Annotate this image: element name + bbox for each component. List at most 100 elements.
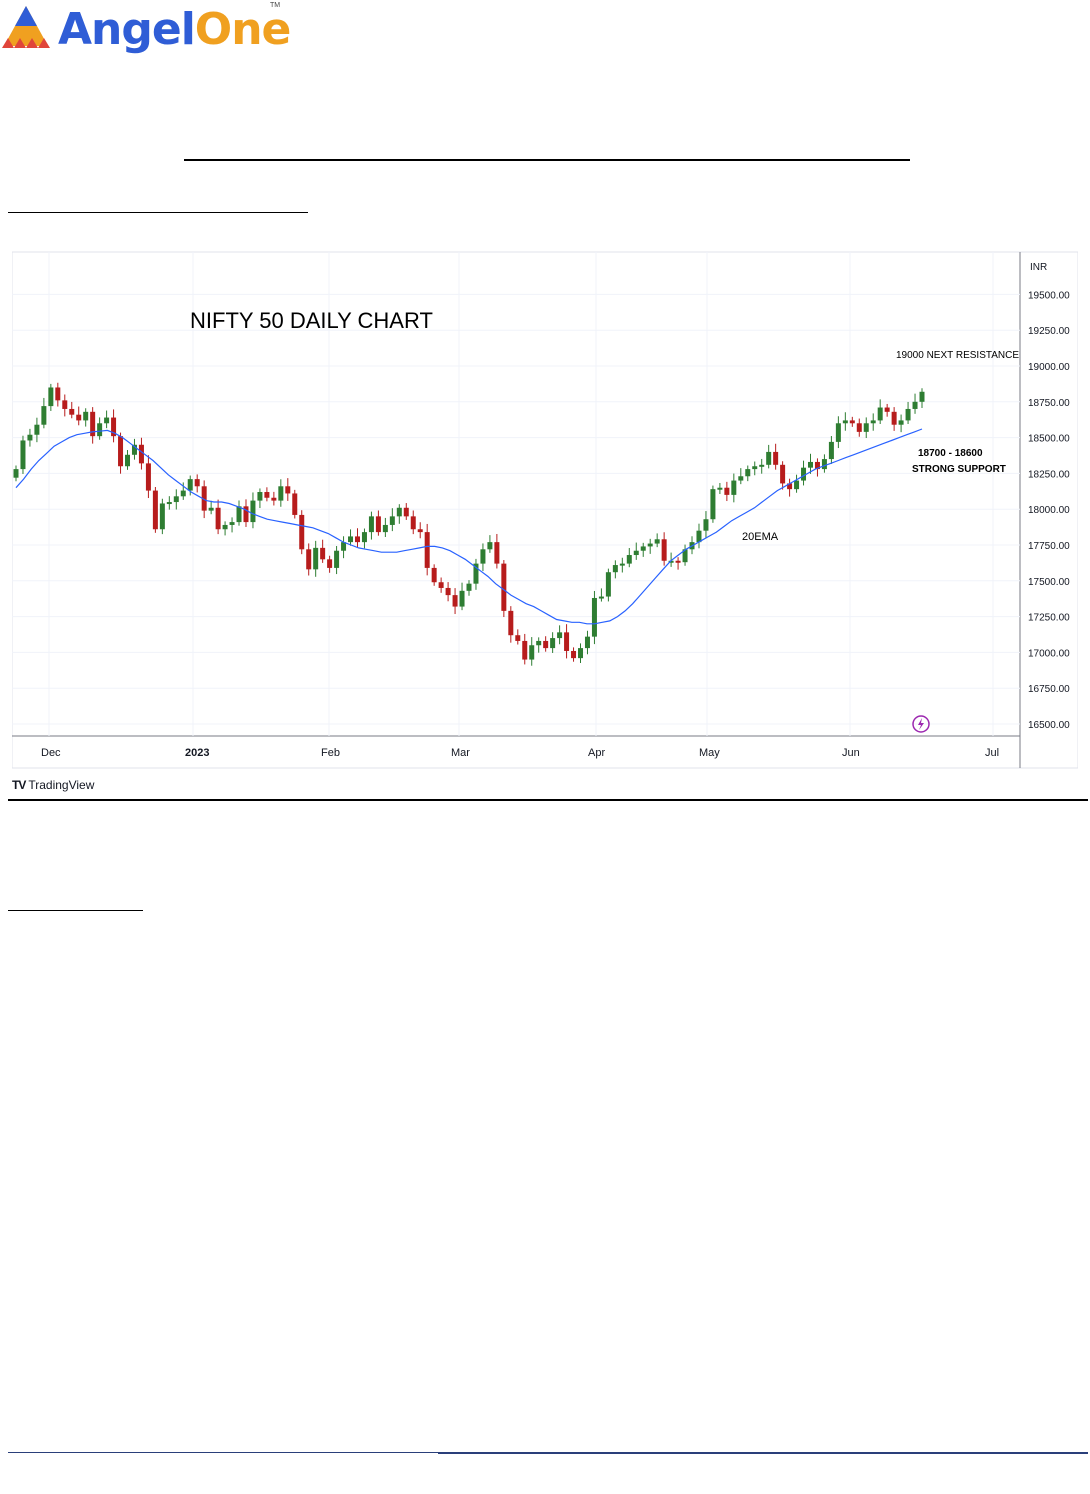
candle-body	[814, 461, 820, 470]
candle-body	[125, 454, 131, 467]
candle-body	[710, 489, 716, 520]
candle-body	[919, 391, 925, 402]
candle-body	[647, 543, 653, 547]
candle-body	[459, 590, 465, 607]
candle-body	[445, 587, 451, 596]
y-tick-label: 17000.00	[1028, 648, 1070, 659]
candle-body	[41, 406, 47, 425]
candle-body	[591, 597, 597, 637]
support-annotation-line1: 18700 - 18600	[918, 448, 983, 459]
candle-body	[348, 536, 354, 543]
candle-body	[842, 420, 848, 424]
candle-body	[264, 492, 270, 498]
candle-body	[250, 500, 256, 523]
candle-body	[598, 596, 604, 599]
candle-body	[431, 567, 437, 583]
candle-body	[522, 640, 528, 660]
ema-annotation: 20EMA	[742, 531, 779, 543]
candle-body	[508, 610, 514, 636]
candle-body	[675, 560, 681, 563]
y-tick-label: 18500.00	[1028, 434, 1070, 445]
candle-body	[83, 411, 89, 421]
candle-body	[201, 486, 207, 511]
y-tick-label: 18750.00	[1028, 398, 1070, 409]
subsection-underline	[8, 910, 143, 911]
candle-body	[334, 550, 340, 568]
candle-body	[396, 507, 402, 517]
candle-body	[313, 547, 319, 570]
candle-body	[821, 459, 827, 470]
angel-one-logo-icon	[2, 6, 50, 48]
candle-body	[584, 636, 590, 649]
candle-body	[801, 467, 807, 481]
candle-body	[654, 539, 660, 544]
chart-bottom-rule	[8, 799, 1088, 801]
candle-body	[111, 417, 117, 437]
x-tick-label: Jun	[842, 747, 860, 759]
candle-body	[661, 539, 667, 561]
candle-body	[62, 400, 68, 409]
candle-body	[173, 496, 179, 503]
candle-body	[529, 645, 535, 660]
candle-body	[292, 493, 298, 515]
angel-one-logo: AngelOne TM	[0, 0, 291, 62]
candle-body	[682, 549, 688, 563]
candle-body	[327, 559, 333, 568]
y-tick-label: 18000.00	[1028, 505, 1070, 516]
candle-body	[905, 408, 911, 421]
candle-body	[20, 440, 26, 470]
y-tick-label: 17250.00	[1028, 613, 1070, 624]
candle-body	[557, 632, 563, 639]
candle-body	[452, 595, 458, 607]
candle-body	[180, 490, 186, 497]
candle-body	[166, 502, 172, 505]
candle-body	[745, 469, 751, 477]
angel-one-wordmark: AngelOne	[58, 2, 291, 58]
candle-body	[863, 423, 869, 432]
candle-body	[536, 640, 542, 646]
candle-body	[912, 401, 918, 409]
candle-body	[543, 640, 549, 649]
candle-body	[424, 532, 430, 568]
candle-body	[354, 536, 360, 543]
candle-body	[159, 503, 165, 530]
candle-body	[417, 529, 423, 533]
chart-frame	[11, 251, 1079, 769]
candle-body	[884, 407, 890, 412]
candle-body	[215, 507, 221, 530]
y-tick-label: 19250.00	[1028, 326, 1070, 337]
candle-body	[571, 650, 577, 659]
candle-body	[97, 423, 103, 437]
candle-body	[466, 583, 472, 591]
candle-body	[605, 572, 611, 597]
y-tick-label: 19000.00	[1028, 362, 1070, 373]
candle-body	[870, 420, 876, 424]
tradingview-mark: TV	[12, 778, 26, 792]
y-tick-label: 16750.00	[1028, 684, 1070, 695]
candle-body	[361, 532, 367, 543]
candle-body	[382, 524, 388, 533]
y-tick-label: 17500.00	[1028, 577, 1070, 588]
footer-rule-right	[438, 1452, 1088, 1454]
candle-body	[856, 423, 862, 432]
candle-body	[794, 480, 800, 490]
candle-body	[752, 466, 758, 470]
candle-body	[187, 479, 193, 491]
x-tick-label: Feb	[321, 747, 340, 759]
candle-body	[138, 444, 144, 464]
candle-body	[278, 486, 284, 501]
brand-name-angel: Angel	[58, 4, 196, 55]
candle-body	[807, 461, 813, 468]
candle-body	[640, 546, 646, 551]
candle-body	[731, 480, 737, 495]
candle-body	[299, 514, 305, 550]
candle-body	[320, 547, 326, 560]
candle-body	[271, 497, 277, 501]
candle-body	[717, 487, 723, 490]
candle-body	[473, 563, 479, 584]
candle-body	[487, 542, 493, 550]
y-tick-label: 18250.00	[1028, 469, 1070, 480]
candle-body	[257, 492, 263, 501]
lightning-bolt-icon	[918, 718, 924, 730]
candle-body	[828, 441, 834, 460]
